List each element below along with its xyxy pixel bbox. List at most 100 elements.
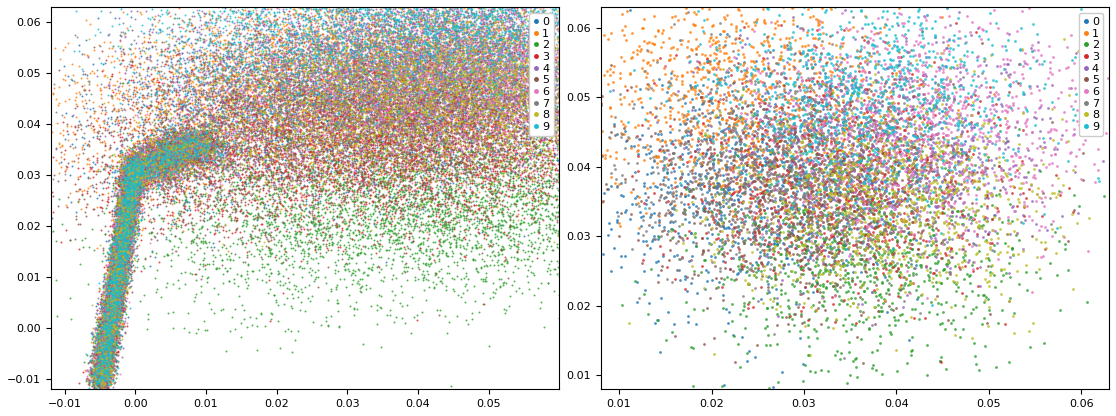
Point [810, 286, 828, 292]
Point [337, 40, 355, 47]
Point [455, 24, 473, 31]
Point [477, 31, 494, 37]
Point [600, 149, 618, 155]
Point [341, 97, 359, 104]
Point [522, 229, 540, 236]
Point [631, 136, 648, 142]
Point [962, 94, 980, 100]
Point [205, 230, 223, 237]
Point [94, 313, 112, 320]
Point [116, 70, 134, 77]
Point [142, 161, 160, 168]
Point [1017, 117, 1035, 124]
Point [125, 206, 143, 212]
Point [209, 148, 227, 154]
Point [323, 57, 340, 63]
Point [496, 26, 513, 32]
Point [105, 287, 123, 293]
Point [98, 360, 116, 366]
Point [125, 178, 143, 184]
Point [525, 34, 542, 40]
Point [167, 159, 185, 166]
Point [1033, 253, 1051, 259]
Point [123, 201, 141, 207]
Point [705, 37, 723, 44]
Point [460, 139, 478, 146]
Point [694, 120, 712, 126]
Point [517, 32, 535, 39]
Point [471, 89, 489, 95]
Point [436, 63, 454, 70]
Point [109, 279, 127, 285]
Point [103, 334, 121, 341]
Point [507, 88, 525, 94]
Point [404, 161, 422, 168]
Point [405, 44, 423, 51]
Point [203, 113, 221, 120]
Point [151, 146, 169, 153]
Point [651, 196, 668, 203]
Point [338, 158, 356, 165]
Point [190, 141, 208, 148]
Point [496, 203, 513, 209]
Point [964, 306, 982, 313]
Point [434, 97, 452, 104]
Point [674, 161, 692, 167]
Point [198, 153, 215, 159]
Point [729, 207, 747, 214]
Point [199, 97, 217, 104]
Point [384, 128, 402, 134]
Point [718, 167, 735, 173]
Point [548, 123, 566, 130]
Point [234, 181, 252, 187]
Point [463, 27, 481, 34]
Point [810, 214, 828, 220]
Point [935, 265, 953, 272]
Point [301, 54, 319, 61]
Point [555, 72, 573, 78]
Point [458, 98, 475, 105]
Point [878, 309, 896, 316]
Point [392, 99, 410, 106]
Point [124, 178, 142, 185]
Point [384, 132, 402, 139]
Point [575, 107, 593, 114]
Point [490, 61, 508, 67]
Point [369, 128, 387, 135]
Point [96, 322, 114, 328]
Point [146, 179, 164, 186]
Point [220, 213, 238, 219]
Point [453, 73, 471, 80]
Point [740, 78, 758, 84]
Point [856, 119, 874, 126]
Point [404, 156, 422, 163]
Point [193, 134, 211, 141]
Point [809, 204, 827, 210]
Point [164, 97, 182, 104]
Point [211, 181, 229, 187]
Point [527, 19, 545, 26]
Point [355, 11, 373, 18]
Point [124, 195, 142, 201]
Point [379, 43, 397, 50]
Point [459, 71, 477, 78]
Point [543, 27, 561, 34]
Point [680, 218, 698, 225]
Point [825, 263, 843, 270]
Point [166, 158, 184, 164]
Point [289, 120, 307, 127]
Point [126, 228, 144, 234]
Point [153, 146, 171, 152]
Point [405, 63, 423, 69]
Point [206, 155, 224, 162]
Point [377, 152, 395, 159]
Point [123, 196, 141, 202]
Point [306, 103, 324, 109]
Point [89, 348, 107, 354]
Point [889, 93, 907, 99]
Point [119, 216, 137, 223]
Point [482, 81, 500, 88]
Point [122, 213, 140, 220]
Point [221, 177, 239, 183]
Point [462, 123, 480, 130]
